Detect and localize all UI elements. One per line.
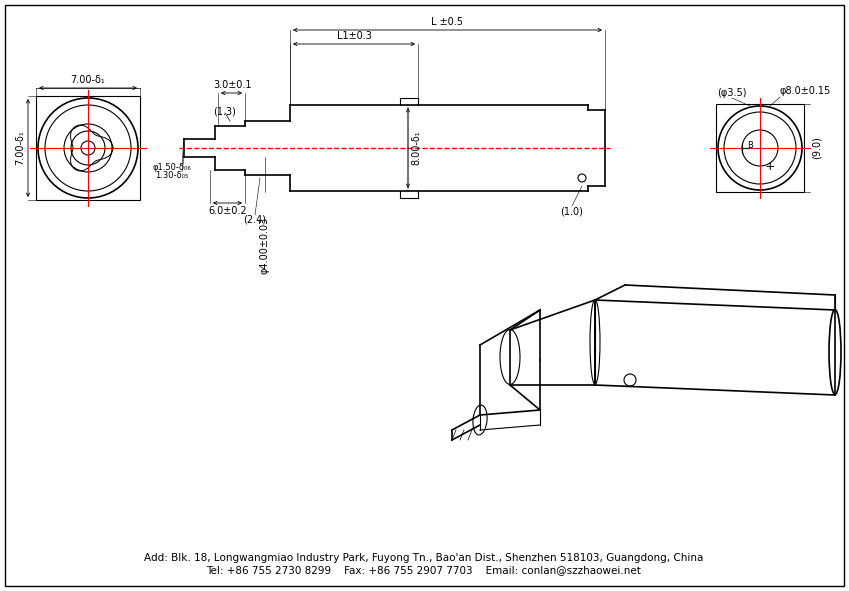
- Text: (1.0): (1.0): [560, 206, 583, 216]
- Text: 3.0±0.1: 3.0±0.1: [214, 80, 252, 90]
- Text: L1±0.3: L1±0.3: [336, 31, 371, 41]
- Text: B: B: [747, 141, 753, 151]
- Text: φ4.00±0.03: φ4.00±0.03: [260, 217, 270, 274]
- Text: 6.0±0.2: 6.0±0.2: [209, 206, 247, 216]
- Bar: [36, 96, 140, 200]
- Bar: [716, 104, 804, 192]
- Text: φ8.0±0.15: φ8.0±0.15: [780, 86, 831, 96]
- Text: Add: Blk. 18, Longwangmiao Industry Park, Fuyong Tn., Bao'an Dist., Shenzhen 518: Add: Blk. 18, Longwangmiao Industry Park…: [144, 553, 704, 563]
- Text: Tel: +86 755 2730 8299    Fax: +86 755 2907 7703    Email: conlan@szzhaowei.net: Tel: +86 755 2730 8299 Fax: +86 755 2907…: [206, 565, 642, 575]
- Text: (1.3): (1.3): [214, 106, 236, 116]
- Text: 7.00-δ₁: 7.00-δ₁: [15, 131, 25, 165]
- Text: L ±0.5: L ±0.5: [431, 17, 464, 27]
- Text: φ1.50-δ₀₆: φ1.50-δ₀₆: [153, 164, 191, 173]
- Text: 8.00-δ₁: 8.00-δ₁: [411, 131, 421, 165]
- Text: (9.0): (9.0): [812, 137, 822, 160]
- Text: 7.00-δ₁: 7.00-δ₁: [70, 75, 105, 85]
- Text: 1.30-δ₀₅: 1.30-δ₀₅: [155, 171, 188, 180]
- Text: (2.4): (2.4): [244, 215, 267, 225]
- Text: +: +: [765, 160, 775, 173]
- Text: (φ3.5): (φ3.5): [717, 88, 747, 98]
